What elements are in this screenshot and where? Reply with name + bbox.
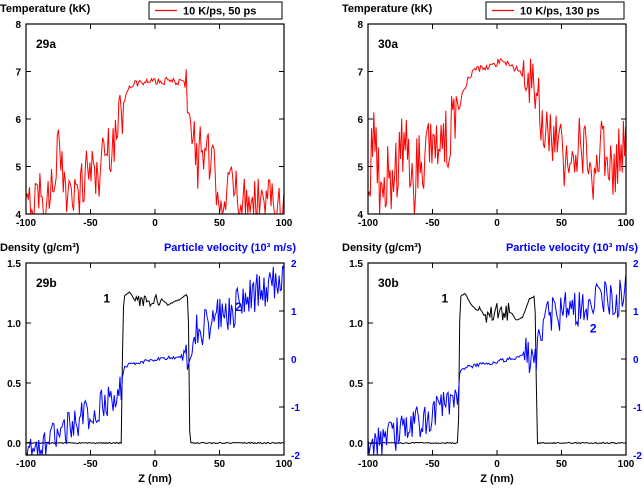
chart-29b-curve-label-1: 1 bbox=[103, 292, 110, 306]
chart-29b-y2-tick-label: 1 bbox=[291, 307, 297, 318]
chart-30b-x-tick-label: -50 bbox=[425, 459, 440, 470]
chart-29b-y-tick-label: 0.0 bbox=[7, 439, 21, 450]
chart-29a-x-tick-label: -50 bbox=[83, 218, 98, 229]
chart-29b-x-axis-label: Z (nm) bbox=[138, 473, 172, 485]
chart-30b-y-tick-label: 1.5 bbox=[349, 259, 363, 270]
chart-30b-y2-tick-label: 1 bbox=[633, 307, 639, 318]
chart-30b-y2-axis-label: Particle velocity (10³ m/s) bbox=[506, 242, 638, 254]
chart-30a-x-tick-label: -50 bbox=[425, 218, 440, 229]
chart-29a-x-tick-label: 0 bbox=[152, 218, 158, 229]
chart-29a-legend-box bbox=[148, 1, 283, 20]
chart-30b-y-tick-label: 0.5 bbox=[349, 379, 363, 390]
chart-29b-x-tick-label: 0 bbox=[152, 459, 158, 470]
chart-29b-y2-tick-label: -1 bbox=[291, 403, 300, 414]
chart-30b-curve-label-1: 1 bbox=[442, 292, 449, 306]
chart-29b-y-tick-label: 0.5 bbox=[7, 379, 21, 390]
chart-29a-legend-label: 10 K/ps, 50 ps bbox=[183, 6, 256, 18]
chart-30b-y2-tick-label: 2 bbox=[633, 259, 639, 270]
chart-29a-y-tick-label: 8 bbox=[15, 20, 21, 31]
chart-30b-y2-tick-label: -2 bbox=[633, 451, 642, 462]
chart-29a-y-axis-label: Temperature (kK) bbox=[0, 3, 91, 15]
chart-30a-y-tick-label: 5 bbox=[357, 163, 363, 174]
chart-30b-y-axis-label: Density (g/cm³) bbox=[342, 242, 422, 254]
chart-29a-panel-label: 29a bbox=[36, 37, 56, 51]
chart-29b-curve-label-2: 2 bbox=[235, 300, 242, 314]
chart-30a-x-tick-label: -100 bbox=[358, 218, 378, 229]
chart-30a-legend-label: 10 K/ps, 130 ps bbox=[520, 6, 600, 18]
chart-29b-y-tick-label: 1.0 bbox=[7, 319, 21, 330]
chart-29b-x-tick-label: 50 bbox=[214, 459, 226, 470]
chart-29b-panel-label: 29b bbox=[36, 276, 57, 290]
chart-29b-series-curve-2-line bbox=[25, 265, 285, 457]
chart-30a-x-tick-label: 0 bbox=[494, 218, 500, 229]
chart-30b-x-tick-label: 50 bbox=[556, 459, 568, 470]
chart-29b-x-tick-label: 100 bbox=[276, 459, 293, 470]
chart-29a-x-tick-label: -100 bbox=[16, 218, 36, 229]
chart-30a-y-axis-label: Temperature (kK) bbox=[342, 3, 433, 15]
chart-30b-x-axis-label: Z (nm) bbox=[480, 473, 514, 485]
chart-29a-x-tick-label: 100 bbox=[276, 218, 293, 229]
chart-29a-plot-frame bbox=[25, 23, 285, 215]
chart-29a-y-tick-label: 6 bbox=[15, 115, 21, 126]
chart-30b-series-curve-1-line bbox=[367, 292, 626, 445]
chart-30b-y2-tick-label: -1 bbox=[633, 403, 642, 414]
chart-29a-y-tick-label: 5 bbox=[15, 163, 21, 174]
chart-30a-x-tick-label: 100 bbox=[618, 218, 635, 229]
chart-29a-y-tick-label: 4 bbox=[15, 210, 21, 221]
chart-29b-y2-tick-label: 2 bbox=[291, 259, 297, 270]
chart-29a-x-tick-label: 50 bbox=[214, 218, 226, 229]
chart-30b-y-tick-label: 1.0 bbox=[349, 319, 363, 330]
chart-29b-y2-axis-label: Particle velocity (10³ m/s) bbox=[164, 242, 296, 254]
chart-30a-x-tick-label: 50 bbox=[556, 218, 568, 229]
chart-29b-y-tick-label: 1.5 bbox=[7, 259, 21, 270]
chart-30b-series-curve-2-line bbox=[367, 275, 627, 456]
chart-30b-x-tick-label: 100 bbox=[618, 459, 635, 470]
chart-30a-y-tick-label: 8 bbox=[357, 20, 363, 31]
chart-30b-x-tick-label: 0 bbox=[494, 459, 500, 470]
chart-30b-curve-label-2: 2 bbox=[590, 322, 597, 336]
chart-30a-y-tick-label: 7 bbox=[357, 68, 363, 79]
chart-29a-y-tick-label: 7 bbox=[15, 68, 21, 79]
chart-30a-panel-label: 30a bbox=[378, 37, 398, 51]
chart-29b-y2-tick-label: 0 bbox=[291, 355, 297, 366]
chart-29b-x-tick-label: -100 bbox=[16, 459, 36, 470]
chart-30b-y-tick-label: 0.0 bbox=[349, 439, 363, 450]
chart-30a-legend-box bbox=[485, 1, 625, 20]
chart-29a-series-temperature-line bbox=[25, 69, 285, 216]
chart-29b-x-tick-label: -50 bbox=[83, 459, 98, 470]
chart-30a-y-tick-label: 4 bbox=[357, 210, 363, 221]
chart-30b-panel-label: 30b bbox=[378, 276, 399, 290]
chart-29b-y-axis-label: Density (g/cm³) bbox=[0, 242, 80, 254]
chart-30a-series-temperature-line bbox=[367, 57, 627, 215]
chart-29b-y2-tick-label: -2 bbox=[291, 451, 300, 462]
chart-30b-x-tick-label: -100 bbox=[358, 459, 378, 470]
chart-30a-y-tick-label: 6 bbox=[357, 115, 363, 126]
chart-30a-plot-frame bbox=[367, 23, 627, 215]
chart-29b-series-curve-1-line bbox=[26, 291, 284, 445]
chart-30b-y2-tick-label: 0 bbox=[633, 355, 639, 366]
